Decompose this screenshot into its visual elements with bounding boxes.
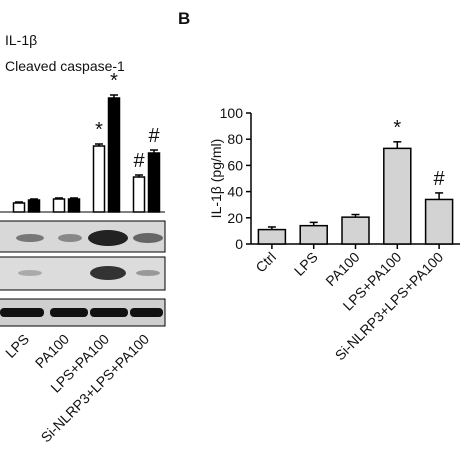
y-tick-label: 0 [235, 236, 243, 252]
bar [257, 228, 287, 245]
y-tick-label: 80 [227, 131, 243, 147]
bar [424, 198, 454, 245]
x-tick-label: LPS [291, 249, 321, 279]
blot-band [0, 308, 44, 317]
significance-mark: * [110, 70, 118, 92]
significance-mark: * [95, 119, 103, 141]
y-tick-label: 100 [220, 105, 244, 121]
bar [299, 224, 328, 245]
blot-band [90, 266, 126, 280]
blot-band [133, 233, 163, 243]
blots [0, 220, 166, 327]
blot-band [18, 270, 42, 276]
x-tick-label: Ctrl [252, 249, 279, 276]
y-tick-label: 60 [227, 157, 243, 173]
significance-mark: # [133, 150, 145, 172]
significance-mark: * [393, 117, 401, 139]
bar [383, 147, 412, 245]
bar [341, 216, 370, 245]
bar [27, 199, 41, 213]
bar [12, 202, 26, 213]
panel-label: B [178, 9, 190, 28]
bar [107, 97, 121, 213]
blot-band [136, 270, 160, 276]
legend-label: Cleaved caspase-1 [5, 58, 125, 74]
bar [52, 198, 66, 213]
bar [92, 145, 106, 213]
x-tick-label: PA100 [322, 249, 362, 289]
bar [132, 176, 146, 213]
blot-band [88, 230, 128, 246]
bar [147, 152, 161, 213]
x-tick-label: LPS [2, 331, 32, 361]
blot-band [130, 308, 163, 317]
bar [67, 198, 81, 213]
blot-band [16, 234, 44, 242]
legend-label: IL-1β [5, 32, 37, 48]
y-axis-label: IL-1β (pg/ml) [208, 139, 224, 219]
significance-mark: # [434, 168, 446, 190]
blot-band [90, 308, 128, 317]
y-tick-label: 20 [227, 210, 243, 226]
blot-band [50, 308, 88, 317]
significance-mark: # [148, 125, 160, 147]
blot-band [58, 234, 82, 242]
y-tick-label: 40 [227, 184, 243, 200]
